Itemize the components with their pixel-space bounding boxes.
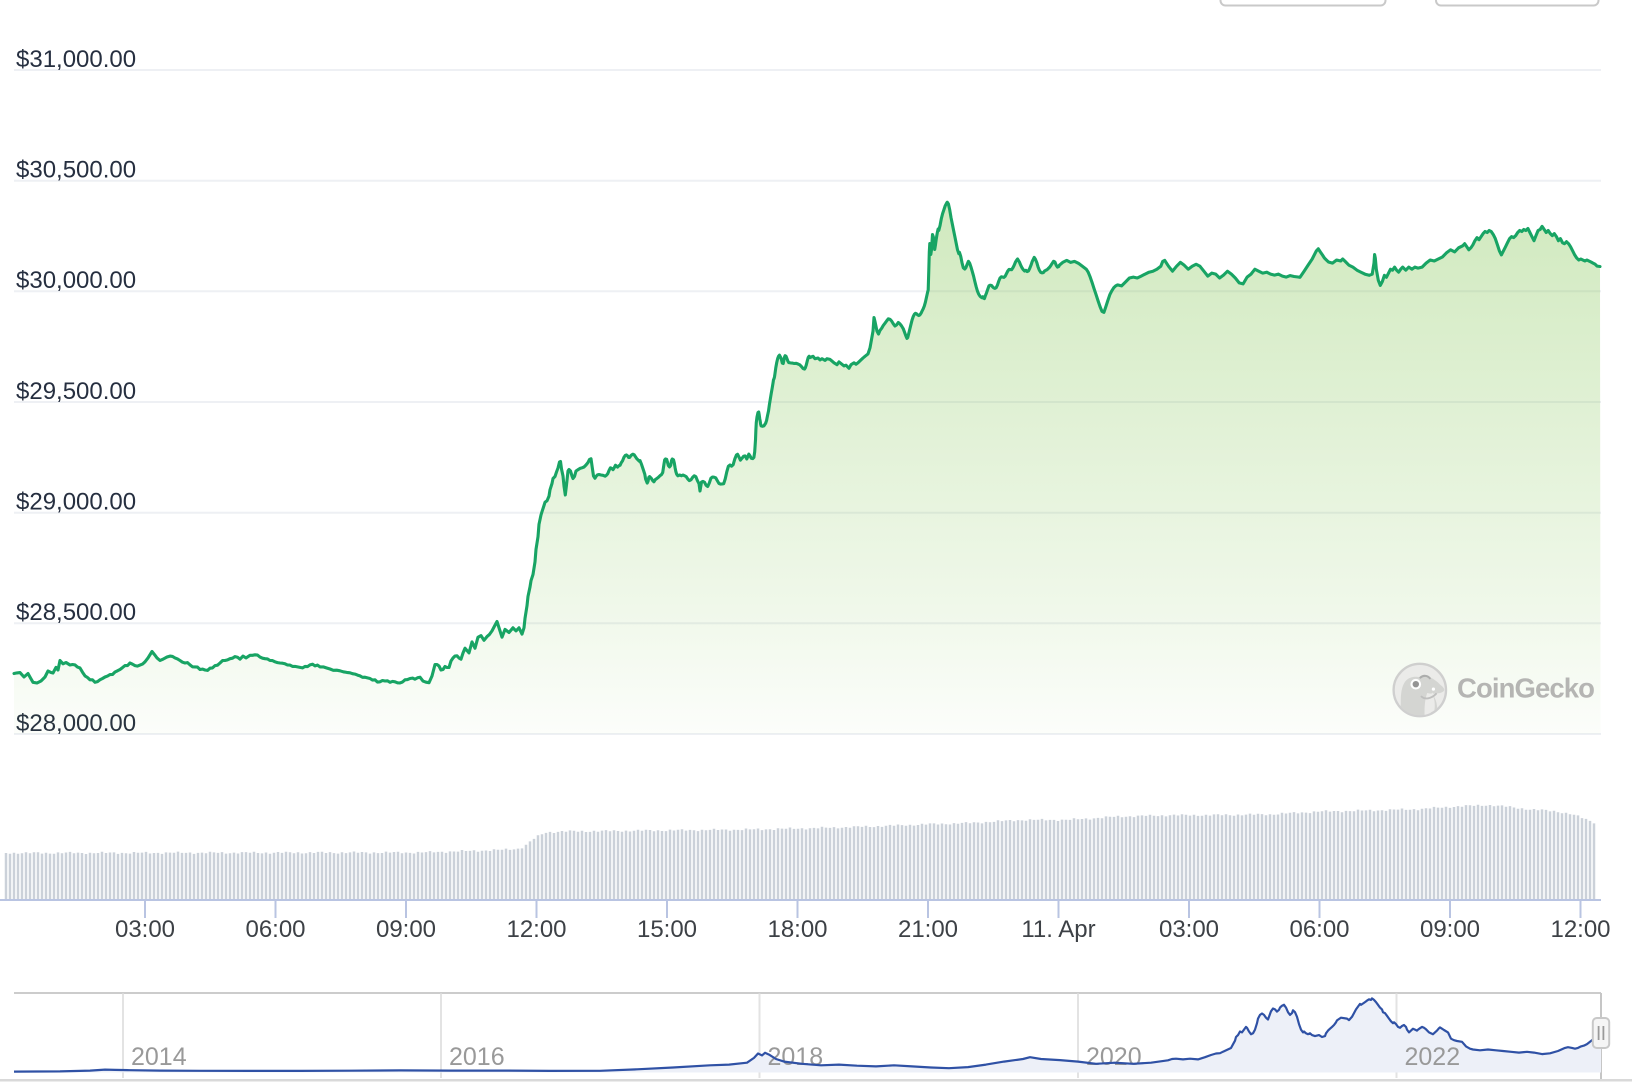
svg-text:15:00: 15:00 <box>637 916 697 943</box>
svg-text:09:00: 09:00 <box>1420 916 1480 943</box>
svg-text:06:00: 06:00 <box>245 916 305 943</box>
svg-text:12:00: 12:00 <box>506 916 566 943</box>
svg-text:$29,000.00: $29,000.00 <box>16 489 136 516</box>
svg-text:$29,500.00: $29,500.00 <box>16 378 136 405</box>
svg-text:2020: 2020 <box>1086 1043 1142 1071</box>
svg-text:$28,500.00: $28,500.00 <box>16 599 136 626</box>
svg-text:03:00: 03:00 <box>1159 916 1219 943</box>
svg-text:03:00: 03:00 <box>115 916 175 943</box>
svg-text:$30,000.00: $30,000.00 <box>16 267 136 294</box>
svg-text:21:00: 21:00 <box>898 916 958 943</box>
svg-text:2016: 2016 <box>449 1043 505 1071</box>
svg-text:06:00: 06:00 <box>1289 916 1349 943</box>
svg-text:CoinGecko: CoinGecko <box>1457 673 1594 704</box>
svg-text:12:00: 12:00 <box>1550 916 1610 943</box>
svg-text:2018: 2018 <box>768 1043 824 1071</box>
svg-text:$30,500.00: $30,500.00 <box>16 157 136 184</box>
svg-text:$31,000.00: $31,000.00 <box>16 46 136 73</box>
svg-text:18:00: 18:00 <box>767 916 827 943</box>
svg-text:11. Apr: 11. Apr <box>1021 916 1095 943</box>
svg-text:2014: 2014 <box>131 1043 187 1071</box>
svg-text:2022: 2022 <box>1405 1043 1461 1071</box>
svg-text:09:00: 09:00 <box>376 916 436 943</box>
